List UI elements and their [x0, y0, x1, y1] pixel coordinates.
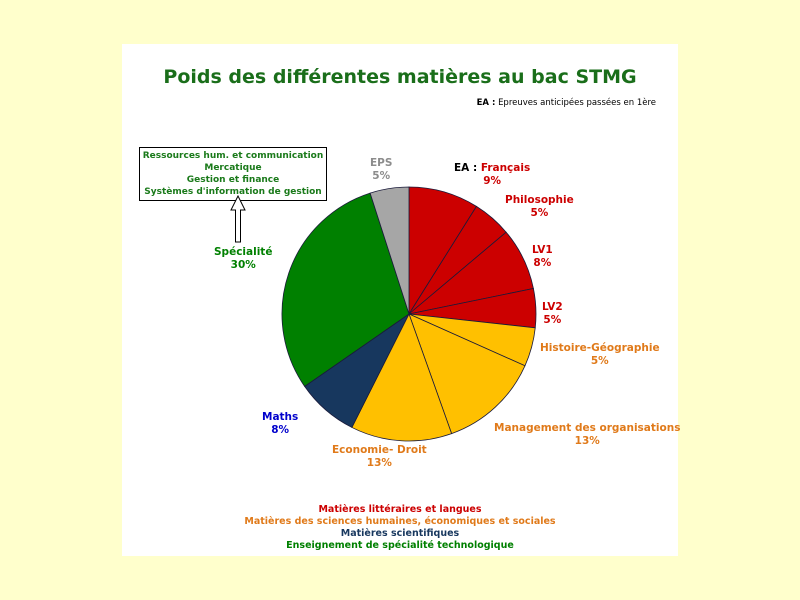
slice-label-name: EA : Français — [454, 162, 531, 174]
chart-card: Poids des différentes matières au bac ST… — [122, 44, 680, 556]
slice-label-1: EA : Français 9% — [454, 162, 530, 188]
slice-label-5: Histoire-Géographie 5% — [540, 342, 660, 368]
pie-slice-7 — [351, 312, 453, 442]
specialite-box-line: Systèmes d'information de gestion — [144, 187, 322, 197]
slice-label-value: 5% — [543, 314, 562, 326]
slice-label-value: 30% — [230, 259, 256, 271]
specialite-box: Ressources hum. et communication Mercati… — [139, 147, 327, 201]
legend-item-4: Enseignement de spécialité technologique — [286, 540, 514, 551]
slice-label-value: 8% — [271, 424, 290, 436]
chart-title: Poids des différentes matières au bac ST… — [163, 66, 637, 88]
ea-note-text: Epreuves anticipées passées en 1ère — [498, 98, 656, 108]
slice-label-6: Management des organisations 13% — [494, 422, 680, 448]
slice-label-7: Economie- Droit 13% — [332, 444, 427, 470]
slice-label-8: Maths 8% — [262, 411, 298, 437]
ea-note: EA : Epreuves anticipées passées en 1ère — [477, 98, 656, 108]
pie-slice-9 — [281, 192, 410, 387]
legend-item-2: Matières des sciences humaines, économiq… — [244, 516, 556, 527]
slice-label-10: EPS 5% — [370, 157, 392, 183]
slice-label-value: 13% — [366, 457, 392, 469]
slice-label-name: LV2 — [542, 301, 563, 313]
slice-label-2: Philosophie 5% — [505, 194, 574, 220]
slice-label-value: 13% — [574, 435, 600, 447]
up-arrow-icon — [230, 194, 246, 243]
slice-label-value: 5% — [372, 170, 391, 182]
legend: Matières littéraires et langues Matières … — [122, 504, 678, 552]
slice-label-name: LV1 — [532, 244, 553, 256]
specialite-box-line: Gestion et finance — [186, 175, 280, 185]
slice-label-name: Management des organisations — [494, 422, 681, 434]
specialite-box-line: Ressources hum. et communication — [142, 151, 324, 161]
ea-note-prefix: EA : — [476, 98, 496, 108]
pie-slice-6 — [408, 313, 526, 435]
slice-label-name: Maths — [262, 411, 299, 423]
slice-label-3: LV1 8% — [532, 244, 553, 270]
slice-label-prefix: EA : — [454, 162, 481, 174]
slice-label-value: 5% — [590, 355, 609, 367]
pie-chart — [281, 186, 537, 442]
slice-label-value: 5% — [530, 207, 549, 219]
legend-item-3: Matières scientifiques — [340, 528, 460, 539]
specialite-box-line: Mercatique — [204, 163, 262, 173]
slice-label-name: Philosophie — [505, 194, 574, 206]
slice-label-name: Histoire-Géographie — [540, 342, 660, 354]
slice-label-name: EPS — [370, 157, 393, 169]
slice-label-value: 8% — [533, 257, 552, 269]
slice-label-4: LV2 5% — [542, 301, 563, 327]
slice-label-value: 9% — [483, 175, 502, 187]
legend-item-1: Matières littéraires et langues — [318, 504, 482, 515]
pie-slice-10 — [369, 186, 410, 315]
slice-label-name: Economie- Droit — [332, 444, 427, 456]
slice-label-name: Spécialité — [214, 246, 273, 258]
slice-label-9: Spécialité 30% — [214, 246, 272, 272]
